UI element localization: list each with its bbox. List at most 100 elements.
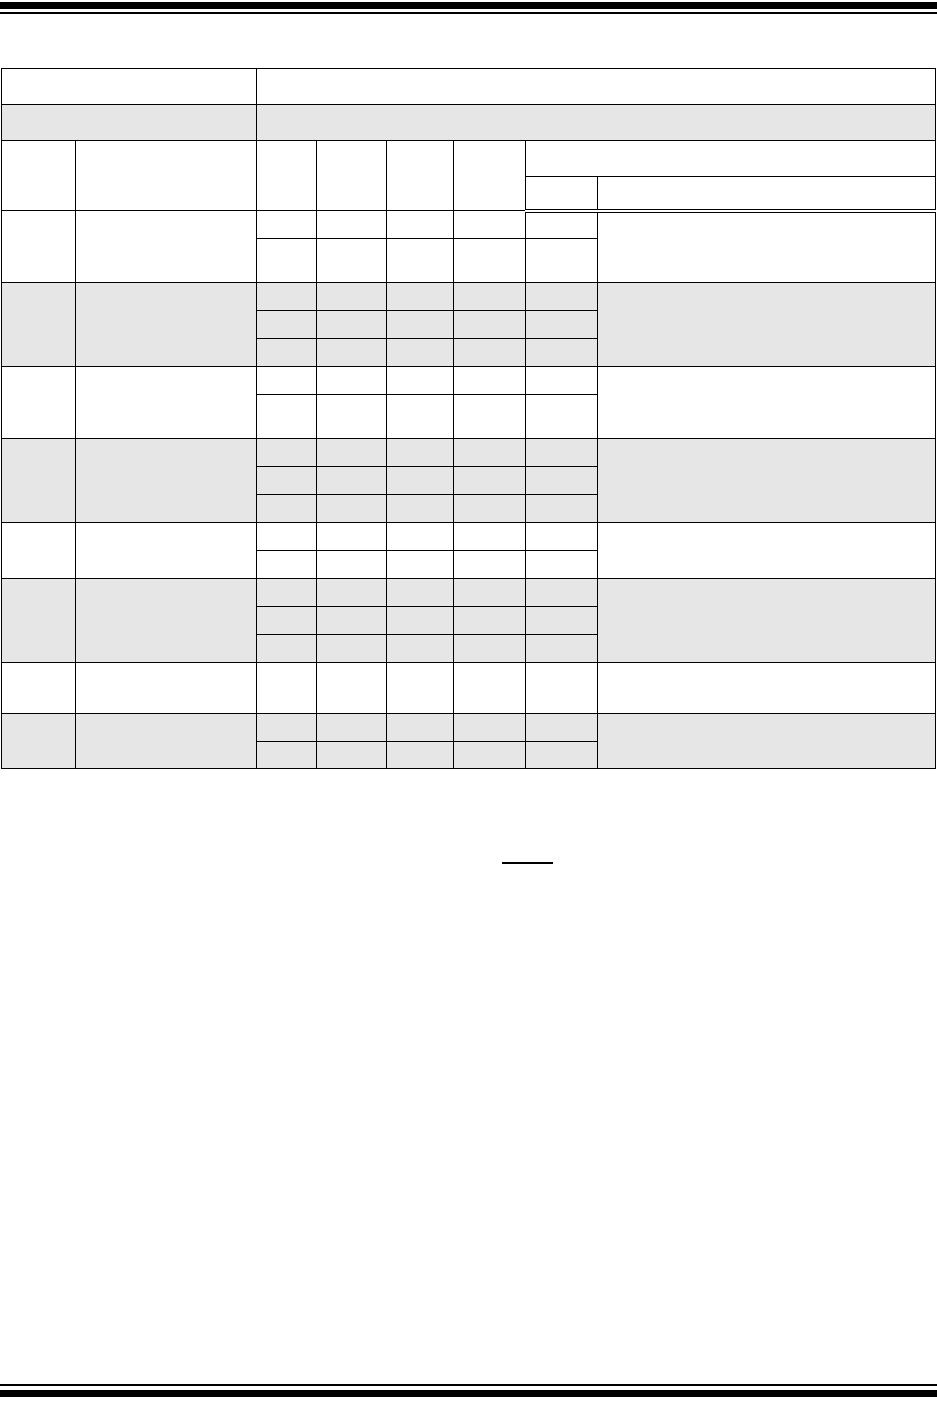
cell-col-7 — [525, 394, 598, 439]
cell-col-6 — [453, 741, 526, 769]
cell-col-3 — [256, 210, 317, 239]
cell-col-6 — [453, 438, 526, 467]
table-row — [1, 366, 937, 439]
cell-col-4 — [316, 366, 387, 395]
cell-col-7 — [525, 741, 598, 769]
cell-col-3 — [256, 662, 317, 714]
table-row — [2, 606, 936, 635]
cell-col-6 — [453, 338, 526, 367]
cell-col-7 — [525, 606, 598, 635]
cell-col-5 — [386, 310, 454, 339]
cell-col-4 — [316, 438, 387, 467]
cell-col-4 — [316, 550, 387, 579]
cell-description — [596, 282, 937, 367]
overline-mark — [502, 862, 553, 864]
cell-address — [1, 578, 76, 663]
cell-col-6 — [453, 550, 526, 579]
cell-col-6 — [453, 238, 526, 283]
cell-col-3 — [256, 338, 317, 367]
cell-col-5 — [386, 634, 454, 663]
cell-col-4 — [316, 522, 387, 551]
cell-address — [1, 713, 76, 769]
header-cell-4 — [316, 140, 387, 211]
cell-col-7 — [525, 494, 598, 523]
cell-col-7 — [525, 210, 598, 239]
cell-description — [596, 522, 937, 579]
table-row — [2, 634, 936, 663]
title-cell-right — [255, 68, 937, 105]
table-row — [2, 310, 936, 339]
cell-col-4 — [316, 713, 387, 742]
cell-col-3 — [256, 466, 317, 495]
cell-description — [596, 366, 937, 439]
cell-col-5 — [386, 366, 454, 395]
cell-col-4 — [316, 282, 387, 311]
cell-col-6 — [453, 210, 526, 239]
header-cell-6 — [453, 140, 526, 211]
cell-col-6 — [453, 310, 526, 339]
cell-name — [75, 210, 257, 283]
cell-address — [1, 662, 76, 714]
cell-col-5 — [386, 713, 454, 742]
cell-col-6 — [453, 494, 526, 523]
cell-col-6 — [453, 634, 526, 663]
cell-col-3 — [256, 366, 317, 395]
title-cell-left — [1, 68, 257, 105]
cell-col-3 — [256, 578, 317, 607]
cell-col-7 — [525, 550, 598, 579]
cell-col-6 — [453, 522, 526, 551]
cell-col-4 — [316, 578, 387, 607]
table-row — [1, 282, 937, 367]
header-cell-group — [524, 140, 937, 177]
cell-col-7 — [525, 522, 598, 551]
cell-col-6 — [453, 366, 526, 395]
cell-col-3 — [256, 550, 317, 579]
cell-col-5 — [386, 741, 454, 769]
cell-col-7 — [525, 238, 598, 283]
cell-col-6 — [453, 578, 526, 607]
register-table — [1, 68, 937, 769]
cell-name — [75, 713, 257, 769]
cell-col-5 — [386, 494, 454, 523]
cell-col-6 — [453, 282, 526, 311]
header-rule-thick — [0, 2, 937, 9]
cell-col-7 — [525, 578, 598, 607]
cell-col-5 — [386, 606, 454, 635]
cell-col-3 — [256, 741, 317, 769]
cell-col-7 — [525, 338, 598, 367]
cell-col-4 — [316, 238, 387, 283]
cell-col-7 — [525, 662, 598, 714]
cell-col-6 — [453, 606, 526, 635]
table-subtitle-row — [1, 104, 937, 141]
cell-col-7 — [525, 466, 598, 495]
subtitle-cell-left — [1, 104, 257, 141]
cell-col-5 — [386, 282, 454, 311]
cell-col-4 — [316, 662, 387, 714]
cell-col-3 — [256, 606, 317, 635]
footer-rule-thick — [0, 1390, 937, 1397]
cell-col-3 — [256, 310, 317, 339]
table-row — [2, 466, 936, 495]
column-header-row — [1, 140, 937, 211]
cell-col-5 — [386, 522, 454, 551]
table-row — [2, 394, 936, 439]
header-cell-1 — [1, 140, 76, 211]
cell-col-4 — [316, 606, 387, 635]
cell-description — [596, 578, 937, 663]
cell-col-7 — [525, 310, 598, 339]
table-row — [2, 741, 936, 769]
cell-col-5 — [386, 438, 454, 467]
cell-col-5 — [386, 578, 454, 607]
cell-col-3 — [256, 394, 317, 439]
cell-col-5 — [386, 662, 454, 714]
header-cell-2 — [75, 140, 257, 211]
cell-col-7 — [525, 282, 598, 311]
cell-address — [1, 438, 76, 523]
cell-col-4 — [316, 394, 387, 439]
cell-name — [75, 662, 257, 714]
cell-col-3 — [256, 634, 317, 663]
table-row — [1, 578, 937, 663]
header-cell-3 — [256, 140, 317, 211]
cell-col-4 — [316, 338, 387, 367]
cell-col-3 — [256, 282, 317, 311]
